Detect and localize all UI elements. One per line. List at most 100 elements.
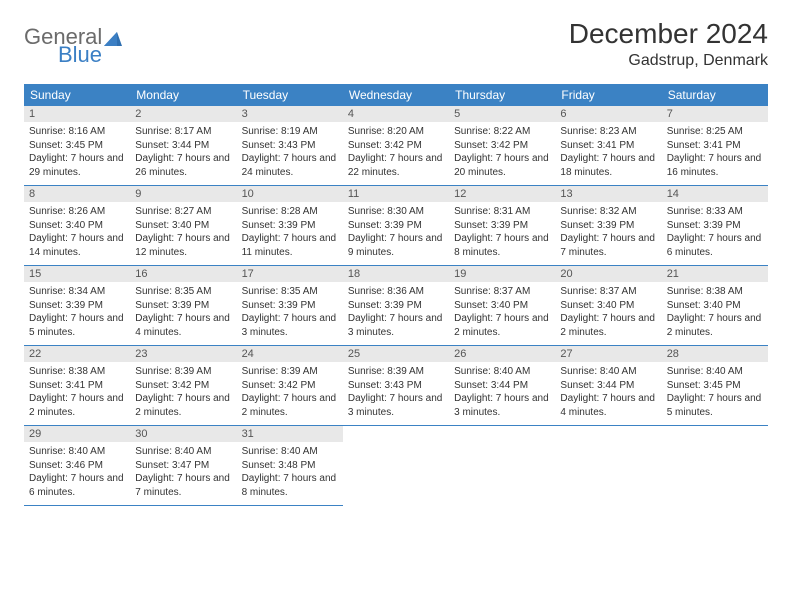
day-details: Sunrise: 8:38 AMSunset: 3:40 PMDaylight:… — [662, 282, 768, 345]
day-details: Sunrise: 8:40 AMSunset: 3:46 PMDaylight:… — [24, 442, 130, 505]
sunset-line: Sunset: 3:48 PM — [242, 459, 338, 473]
page-title: December 2024 — [569, 18, 768, 50]
header: GeneralBlue December 2024 Gadstrup, Denm… — [24, 18, 768, 70]
daylight-line: Daylight: 7 hours and 4 minutes. — [135, 312, 231, 339]
sunset-line: Sunset: 3:43 PM — [242, 139, 338, 153]
sunset-line: Sunset: 3:40 PM — [560, 299, 656, 313]
day-cell: 5Sunrise: 8:22 AMSunset: 3:42 PMDaylight… — [449, 106, 555, 186]
day-number: 14 — [662, 186, 768, 202]
day-number: 13 — [555, 186, 661, 202]
sunrise-line: Sunrise: 8:37 AM — [560, 285, 656, 299]
day-cell: 13Sunrise: 8:32 AMSunset: 3:39 PMDayligh… — [555, 186, 661, 266]
daylight-line: Daylight: 7 hours and 2 minutes. — [242, 392, 338, 419]
daylight-line: Daylight: 7 hours and 2 minutes. — [667, 312, 763, 339]
day-details: Sunrise: 8:39 AMSunset: 3:42 PMDaylight:… — [237, 362, 343, 425]
day-cell: 15Sunrise: 8:34 AMSunset: 3:39 PMDayligh… — [24, 266, 130, 346]
weekday-header: Wednesday — [343, 84, 449, 106]
daylight-line: Daylight: 7 hours and 2 minutes. — [29, 392, 125, 419]
sunset-line: Sunset: 3:42 PM — [242, 379, 338, 393]
day-details: Sunrise: 8:37 AMSunset: 3:40 PMDaylight:… — [449, 282, 555, 345]
daylight-line: Daylight: 7 hours and 2 minutes. — [135, 392, 231, 419]
weekday-header: Tuesday — [237, 84, 343, 106]
sunrise-line: Sunrise: 8:28 AM — [242, 205, 338, 219]
daylight-line: Daylight: 7 hours and 6 minutes. — [667, 232, 763, 259]
day-number: 5 — [449, 106, 555, 122]
day-cell: 8Sunrise: 8:26 AMSunset: 3:40 PMDaylight… — [24, 186, 130, 266]
daylight-line: Daylight: 7 hours and 8 minutes. — [454, 232, 550, 259]
daylight-line: Daylight: 7 hours and 5 minutes. — [29, 312, 125, 339]
day-details: Sunrise: 8:31 AMSunset: 3:39 PMDaylight:… — [449, 202, 555, 265]
sunrise-line: Sunrise: 8:20 AM — [348, 125, 444, 139]
day-number: 9 — [130, 186, 236, 202]
day-details: Sunrise: 8:30 AMSunset: 3:39 PMDaylight:… — [343, 202, 449, 265]
day-number: 3 — [237, 106, 343, 122]
day-details: Sunrise: 8:38 AMSunset: 3:41 PMDaylight:… — [24, 362, 130, 425]
day-details: Sunrise: 8:27 AMSunset: 3:40 PMDaylight:… — [130, 202, 236, 265]
day-details: Sunrise: 8:33 AMSunset: 3:39 PMDaylight:… — [662, 202, 768, 265]
day-details: Sunrise: 8:19 AMSunset: 3:43 PMDaylight:… — [237, 122, 343, 185]
sunset-line: Sunset: 3:39 PM — [348, 219, 444, 233]
sunrise-line: Sunrise: 8:38 AM — [667, 285, 763, 299]
day-cell: 9Sunrise: 8:27 AMSunset: 3:40 PMDaylight… — [130, 186, 236, 266]
day-details: Sunrise: 8:25 AMSunset: 3:41 PMDaylight:… — [662, 122, 768, 185]
weekday-header: Friday — [555, 84, 661, 106]
day-cell: 19Sunrise: 8:37 AMSunset: 3:40 PMDayligh… — [449, 266, 555, 346]
day-cell: 3Sunrise: 8:19 AMSunset: 3:43 PMDaylight… — [237, 106, 343, 186]
day-details: Sunrise: 8:23 AMSunset: 3:41 PMDaylight:… — [555, 122, 661, 185]
weekday-header: Saturday — [662, 84, 768, 106]
sunset-line: Sunset: 3:40 PM — [29, 219, 125, 233]
daylight-line: Daylight: 7 hours and 2 minutes. — [454, 312, 550, 339]
daylight-line: Daylight: 7 hours and 22 minutes. — [348, 152, 444, 179]
sunset-line: Sunset: 3:42 PM — [135, 379, 231, 393]
sunrise-line: Sunrise: 8:23 AM — [560, 125, 656, 139]
sunset-line: Sunset: 3:39 PM — [242, 299, 338, 313]
day-cell: 6Sunrise: 8:23 AMSunset: 3:41 PMDaylight… — [555, 106, 661, 186]
day-number: 31 — [237, 426, 343, 442]
sunset-line: Sunset: 3:40 PM — [135, 219, 231, 233]
day-number: 16 — [130, 266, 236, 282]
sunrise-line: Sunrise: 8:19 AM — [242, 125, 338, 139]
title-block: December 2024 Gadstrup, Denmark — [569, 18, 768, 70]
week-row: 15Sunrise: 8:34 AMSunset: 3:39 PMDayligh… — [24, 266, 768, 346]
sunset-line: Sunset: 3:39 PM — [667, 219, 763, 233]
day-number: 23 — [130, 346, 236, 362]
daylight-line: Daylight: 7 hours and 12 minutes. — [135, 232, 231, 259]
day-details: Sunrise: 8:20 AMSunset: 3:42 PMDaylight:… — [343, 122, 449, 185]
sunrise-line: Sunrise: 8:39 AM — [242, 365, 338, 379]
logo-text-blue: Blue — [58, 42, 102, 68]
day-cell: 1Sunrise: 8:16 AMSunset: 3:45 PMDaylight… — [24, 106, 130, 186]
day-number: 6 — [555, 106, 661, 122]
day-details: Sunrise: 8:28 AMSunset: 3:39 PMDaylight:… — [237, 202, 343, 265]
day-details: Sunrise: 8:35 AMSunset: 3:39 PMDaylight:… — [130, 282, 236, 345]
daylight-line: Daylight: 7 hours and 4 minutes. — [560, 392, 656, 419]
sunset-line: Sunset: 3:44 PM — [135, 139, 231, 153]
daylight-line: Daylight: 7 hours and 3 minutes. — [454, 392, 550, 419]
daylight-line: Daylight: 7 hours and 29 minutes. — [29, 152, 125, 179]
daylight-line: Daylight: 7 hours and 6 minutes. — [29, 472, 125, 499]
day-number: 25 — [343, 346, 449, 362]
weekday-header: Monday — [130, 84, 236, 106]
sunset-line: Sunset: 3:44 PM — [454, 379, 550, 393]
sunrise-line: Sunrise: 8:17 AM — [135, 125, 231, 139]
day-cell: 18Sunrise: 8:36 AMSunset: 3:39 PMDayligh… — [343, 266, 449, 346]
day-details: Sunrise: 8:40 AMSunset: 3:48 PMDaylight:… — [237, 442, 343, 505]
sunrise-line: Sunrise: 8:30 AM — [348, 205, 444, 219]
day-number: 15 — [24, 266, 130, 282]
sunrise-line: Sunrise: 8:35 AM — [242, 285, 338, 299]
logo-triangle-icon — [104, 32, 122, 46]
week-row: 22Sunrise: 8:38 AMSunset: 3:41 PMDayligh… — [24, 346, 768, 426]
day-details: Sunrise: 8:40 AMSunset: 3:44 PMDaylight:… — [449, 362, 555, 425]
day-number: 30 — [130, 426, 236, 442]
sunset-line: Sunset: 3:39 PM — [454, 219, 550, 233]
day-details: Sunrise: 8:34 AMSunset: 3:39 PMDaylight:… — [24, 282, 130, 345]
day-details: Sunrise: 8:35 AMSunset: 3:39 PMDaylight:… — [237, 282, 343, 345]
sunrise-line: Sunrise: 8:40 AM — [29, 445, 125, 459]
day-number: 28 — [662, 346, 768, 362]
day-details: Sunrise: 8:36 AMSunset: 3:39 PMDaylight:… — [343, 282, 449, 345]
week-row: 29Sunrise: 8:40 AMSunset: 3:46 PMDayligh… — [24, 426, 768, 506]
logo: GeneralBlue — [24, 18, 122, 68]
sunset-line: Sunset: 3:42 PM — [348, 139, 444, 153]
sunset-line: Sunset: 3:41 PM — [560, 139, 656, 153]
sunrise-line: Sunrise: 8:26 AM — [29, 205, 125, 219]
day-cell: 4Sunrise: 8:20 AMSunset: 3:42 PMDaylight… — [343, 106, 449, 186]
